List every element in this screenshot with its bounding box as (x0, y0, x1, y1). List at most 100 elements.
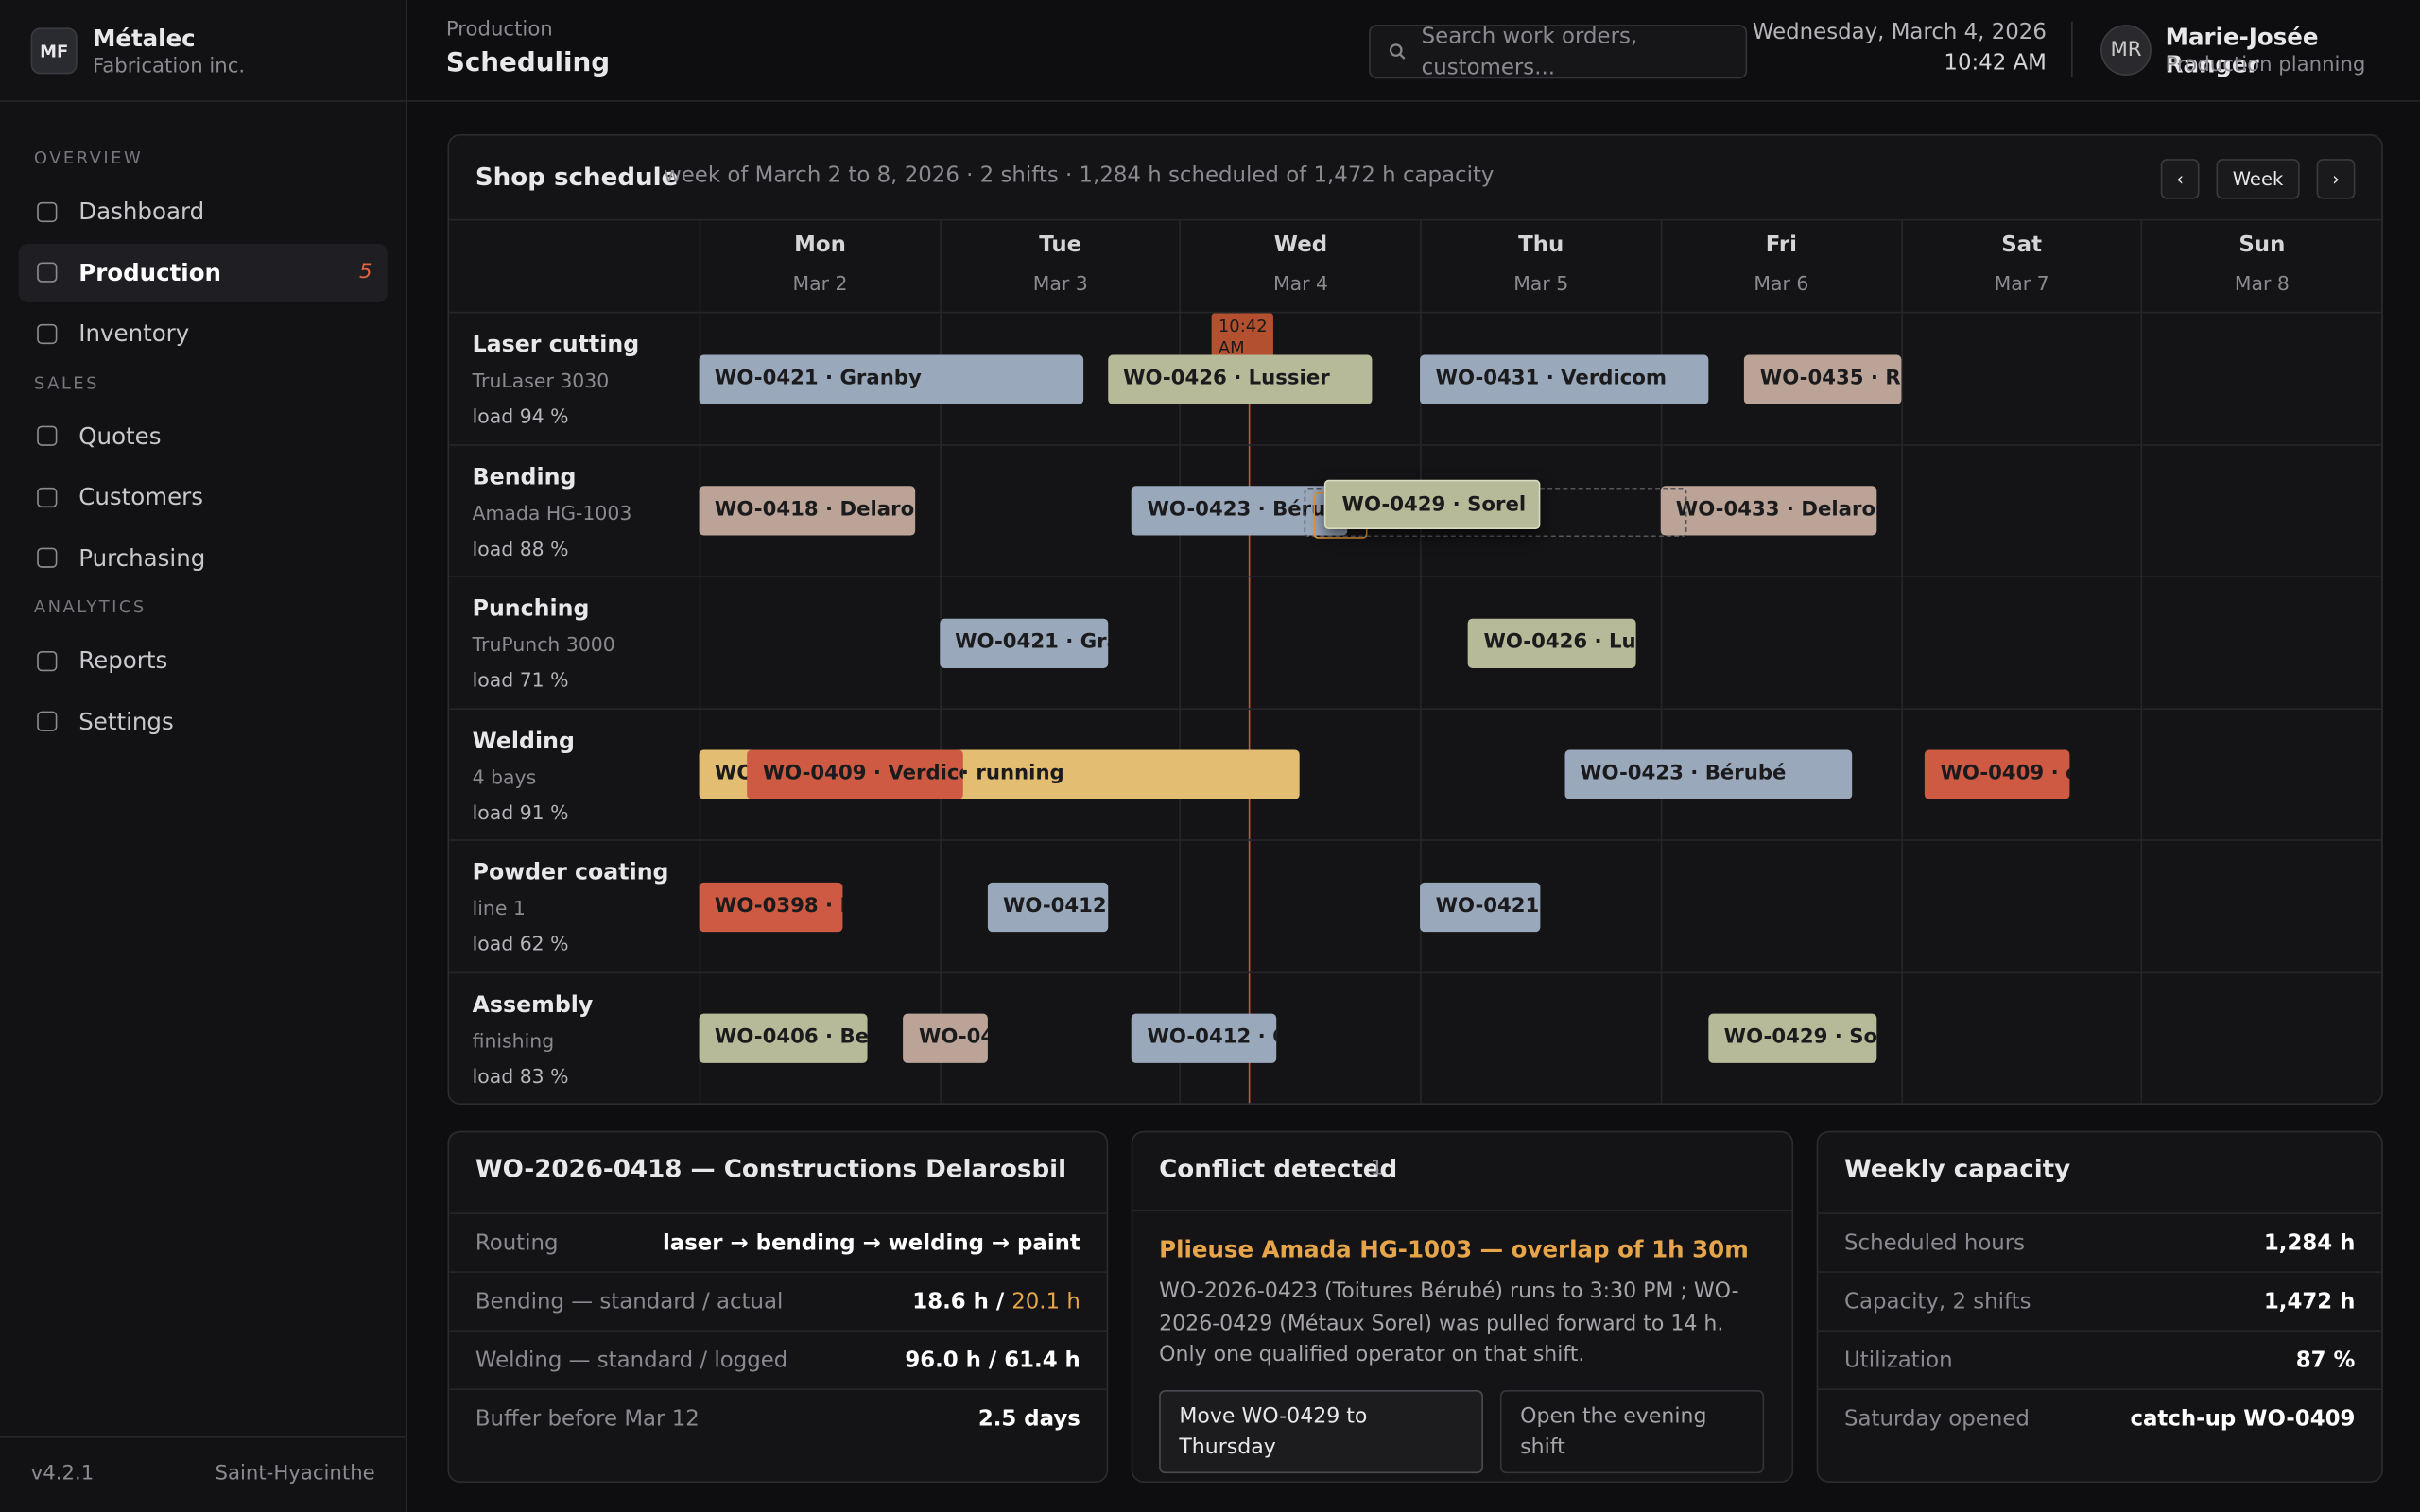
info-value-text: 87 % (2295, 1348, 2356, 1374)
breadcrumb: Production (445, 18, 553, 43)
info-value-text: 2.5 days (977, 1406, 1080, 1433)
view-button[interactable]: Week (2216, 159, 2300, 199)
day-date: Mar 3 (1032, 271, 1088, 295)
lane-track: WO-0418 · DelarosbilWO-0423 · BérubéWO-0… (699, 445, 2382, 577)
info-label: Scheduled hours (1844, 1230, 2026, 1256)
info-value: 1,472 h (2264, 1290, 2356, 1314)
work-order-bar[interactable]: WO-0418 · Delarosbil (699, 486, 916, 536)
work-order-bar[interactable]: WO-0398 · L (699, 882, 844, 932)
action-button[interactable]: Move WO-0429 to Thursday (1159, 1390, 1483, 1474)
nav-label: Purchasing (78, 543, 206, 572)
resource-name: Welding (472, 729, 575, 754)
work-order-bar[interactable]: WO-0435 · Riv (1744, 354, 1901, 404)
resource-load: load 62 % (472, 932, 569, 955)
work-order-bar[interactable]: WO-0409 · Verdicom (747, 749, 964, 800)
day-name: Sun (2238, 232, 2286, 258)
info-label: Routing (475, 1230, 559, 1256)
divider (1132, 1210, 1792, 1211)
conflict-count: 1 (1370, 1157, 1384, 1180)
resource-load: load 91 % (472, 799, 569, 824)
work-order-bar[interactable]: WO-0406 · Bea (699, 1014, 868, 1064)
nav-item[interactable]: Reports (19, 631, 388, 690)
nav-item[interactable]: Settings (19, 692, 388, 750)
order-panel: WO-2026-0418 — Constructions Delarosbil … (447, 1130, 1109, 1483)
info-row: Bending — standard / actual 18.6 h / 20.1… (449, 1271, 1107, 1332)
lane-track: WO-0421 · Granby WO-0426 · Lussier WO-0431… (699, 313, 2382, 445)
nav-label: Inventory (78, 318, 190, 348)
resource-load: load 88 % (472, 536, 569, 559)
work-order-bar[interactable]: WO-0433 · Delarosbil (1660, 486, 1877, 536)
info-label: Utilization (1844, 1348, 1953, 1374)
order-title: WO-2026-0418 — Constructions Delarosbil (475, 1154, 1067, 1184)
work-order-bar[interactable]: WO-0412 (987, 882, 1108, 932)
version: v4.2.1 (30, 1462, 95, 1486)
location: Saint-Hyacinthe (215, 1462, 375, 1486)
nav-icon (37, 547, 58, 568)
info-label: Saturday opened (1844, 1406, 2030, 1433)
nav-item[interactable]: Production 5 (18, 243, 388, 302)
info-value: 2.5 days (978, 1407, 1080, 1432)
day-date: Mar 8 (2234, 271, 2290, 295)
lane-track: WO-0398 · L WO-0412 WO-0421 (699, 841, 2382, 973)
work-order-bar[interactable]: WO-0409 · c (1925, 749, 2069, 800)
work-order-bar[interactable]: WO-0426 · Lussier (1468, 618, 1637, 668)
day-date: Mar 6 (1754, 271, 1809, 295)
work-order-bar[interactable]: WO-0431 · Verdicom (1420, 354, 1709, 404)
nav-item[interactable]: Purchasing (19, 528, 388, 587)
divider (0, 1436, 406, 1438)
resource-machine: 4 bays (472, 764, 537, 788)
search[interactable]: Search work orders, customers... (1369, 25, 1748, 80)
next-button[interactable]: › (2316, 159, 2356, 199)
info-row: Routing laser → bending → welding → paint (449, 1212, 1107, 1273)
info-value: 96.0 h / 61.4 h (905, 1349, 1080, 1373)
work-order-bar[interactable]: WO-0423 · Bérubé (1564, 749, 1853, 800)
nav-item[interactable]: Dashboard (19, 182, 388, 241)
work-order-bar[interactable]: WO-0429 · Sorel (1708, 1014, 1877, 1064)
resource-name: Assembly (472, 992, 594, 1018)
divider (449, 218, 2382, 221)
nav-icon (37, 711, 58, 731)
work-order-bar[interactable]: WO-0412 · G (1132, 1014, 1276, 1064)
nav-item[interactable]: Customers (19, 468, 388, 526)
work-order-bar[interactable]: WO-0421 (1420, 882, 1541, 932)
topbar: Production Scheduling Search work orders… (407, 0, 2420, 102)
work-order-bar[interactable]: WO-0421 · Granby (939, 618, 1108, 668)
nav-item[interactable]: Quotes (19, 406, 388, 465)
day-date: Mar 5 (1513, 271, 1569, 295)
nav-icon (37, 323, 58, 344)
day-name: Wed (1273, 232, 1328, 258)
info-value-text: laser → bending → welding → paint (662, 1230, 1080, 1256)
day-date: Mar 7 (1994, 271, 2049, 295)
work-order-bar[interactable]: WO-0421 · Granby (699, 354, 1084, 404)
page-title: Scheduling (445, 47, 611, 79)
day-date: Mar 4 (1272, 271, 1328, 295)
resource-machine: TruLaser 3030 (472, 369, 610, 392)
info-label: Capacity, 2 shifts (1844, 1289, 2031, 1315)
day-column: Sun Mar 8 (2140, 220, 2381, 1104)
day-name: Tue (1039, 232, 1082, 258)
info-row: Welding — standard / logged 96.0 h / 61.4… (449, 1330, 1107, 1390)
conflict-heading: Plieuse Amada HG-1003 — overlap of 1h 30… (1159, 1235, 1749, 1264)
lane: Assembly finishing load 83 % WO-0406 · Bea W… (449, 971, 2382, 1104)
resource-name: Laser cutting (472, 333, 640, 358)
nav-icon (37, 425, 58, 446)
avatar[interactable]: MR (2100, 25, 2152, 76)
date: Wednesday, March 4, 2026 (1752, 20, 2047, 45)
nav-item[interactable]: Inventory (19, 304, 388, 363)
info-row: Capacity, 2 shifts 1,472 h (1818, 1271, 2382, 1332)
info-value: laser → bending → welding → paint (663, 1231, 1080, 1256)
dragged-bar[interactable]: WO-0429 · Sorel (1324, 478, 1541, 529)
resource-name: Bending (472, 465, 577, 490)
info-value-text: 96.0 h / 61.4 h (905, 1348, 1080, 1374)
prev-button[interactable]: ‹ (2160, 159, 2200, 199)
action-button[interactable]: Open the evening shift (1499, 1390, 1765, 1474)
info-row: Buffer before Mar 12 2.5 days (449, 1388, 1107, 1449)
nav-label: Customers (78, 483, 203, 511)
work-order-bar[interactable]: WO-04 (903, 1014, 988, 1064)
day-column: Fri Mar 6 (1660, 220, 1900, 1104)
info-value: catch-up WO-0409 (2130, 1407, 2355, 1432)
work-order-bar[interactable]: WO-0426 · Lussier (1107, 354, 1373, 404)
